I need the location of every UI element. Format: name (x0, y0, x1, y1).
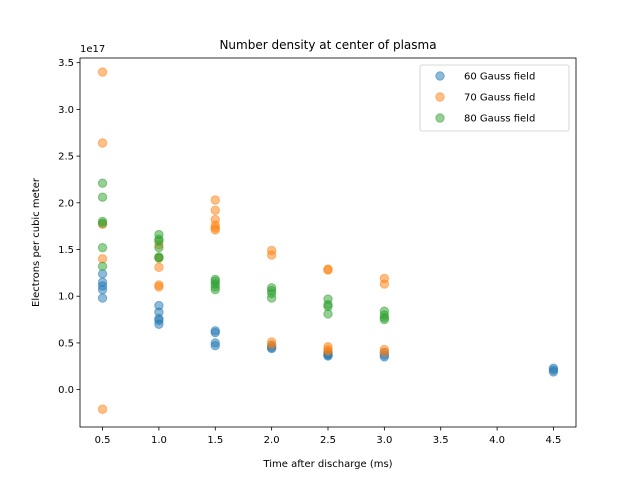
y-tick-label: 3.5 (58, 58, 74, 69)
y-tick-label: 0.5 (58, 338, 74, 349)
x-tick-label: 4.0 (489, 435, 505, 446)
data-point (97, 261, 108, 272)
data-point (97, 293, 108, 303)
legend-label: 60 Gauss field (464, 72, 535, 83)
data-points (97, 67, 559, 414)
y-axis-ticks: 0.0 0.5 1.0 1.5 2.0 2.5 3.0 3.5 (58, 58, 80, 396)
legend-entry: 80 Gauss field (435, 113, 535, 125)
y-axis-label: Electrons per cubic meter (31, 177, 42, 307)
data-point (379, 314, 390, 325)
legend-marker (435, 92, 445, 102)
x-tick-label: 2.0 (264, 435, 280, 446)
data-point (210, 225, 220, 235)
y-tick-label: 1.0 (58, 292, 74, 303)
data-point (97, 242, 108, 253)
legend-entry: 60 Gauss field (435, 71, 535, 83)
data-point (97, 404, 108, 414)
data-point (210, 327, 220, 338)
data-point (210, 195, 220, 205)
data-point (210, 284, 220, 295)
legend-label: 80 Gauss field (464, 114, 535, 125)
data-point (266, 340, 277, 350)
legend: 60 Gauss field 70 Gauss field 80 Gauss fie… (419, 64, 570, 132)
data-point (379, 279, 390, 289)
data-point (154, 253, 164, 263)
data-point (154, 242, 164, 253)
y-tick-label: 3.0 (58, 105, 74, 116)
data-point (97, 192, 108, 202)
y-axis-offset-label: 1e17 (80, 44, 105, 55)
y-tick-label: 1.5 (58, 245, 74, 256)
chart-title: Number density at center of plasma (219, 38, 436, 52)
series-3-points (97, 178, 390, 325)
data-point (266, 293, 277, 303)
data-point (210, 205, 220, 215)
data-point (323, 265, 333, 275)
data-point (154, 282, 164, 292)
x-tick-label: 1.0 (151, 435, 167, 446)
x-tick-label: 2.5 (320, 435, 336, 446)
data-point (154, 262, 164, 272)
data-point (97, 218, 108, 229)
x-axis-label: Time after discharge (ms) (262, 459, 392, 470)
x-tick-label: 0.5 (95, 435, 111, 446)
x-tick-label: 4.5 (546, 435, 562, 446)
data-point (97, 138, 108, 148)
y-tick-label: 2.5 (58, 152, 74, 163)
legend-marker (435, 71, 445, 81)
legend-box (419, 64, 570, 132)
x-axis-ticks: 0.5 1.0 1.5 2.0 2.5 3.0 3.5 4.0 4.5 (95, 427, 562, 446)
data-point (379, 347, 390, 357)
data-point (266, 250, 277, 260)
data-point (97, 67, 108, 77)
data-point (548, 367, 559, 377)
data-point (97, 284, 108, 295)
data-point (323, 309, 333, 319)
legend-marker (435, 113, 445, 123)
data-point (97, 178, 108, 188)
legend-entries: 60 Gauss field 70 Gauss field 80 Gauss fie… (435, 71, 535, 125)
x-tick-label: 3.0 (376, 435, 392, 446)
data-point (210, 341, 220, 351)
data-point (323, 346, 333, 357)
y-tick-label: 2.0 (58, 198, 74, 209)
legend-entry: 70 Gauss field (435, 92, 535, 104)
legend-label: 70 Gauss field (464, 93, 535, 104)
y-tick-label: 0.0 (58, 385, 74, 396)
data-point (154, 319, 164, 329)
x-tick-label: 1.5 (207, 435, 223, 446)
x-tick-label: 3.5 (433, 435, 449, 446)
